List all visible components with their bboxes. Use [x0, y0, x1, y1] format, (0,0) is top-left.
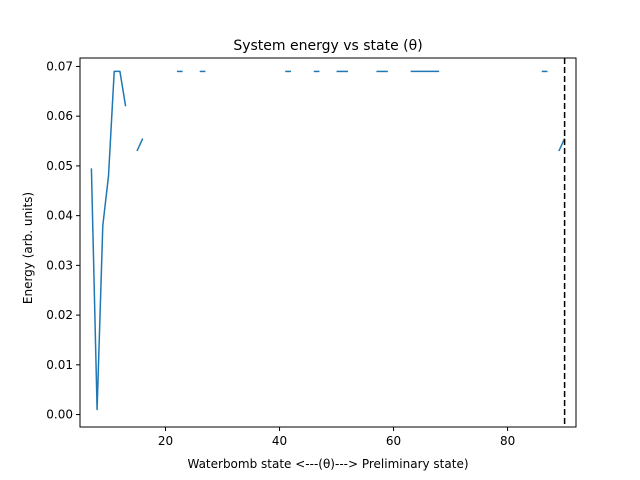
axes-spines [79, 57, 577, 428]
y-tick-label: 0.05 [46, 159, 73, 173]
y-tick-label: 0.04 [46, 209, 73, 223]
x-tick-label: 40 [272, 434, 287, 448]
y-tick-label: 0.03 [46, 258, 73, 272]
y-axis-label: Energy (arb. units) [21, 192, 35, 304]
y-tick-label: 0.00 [46, 408, 73, 422]
series-segment-1 [90, 70, 127, 411]
y-tick-label: 0.01 [46, 358, 73, 372]
x-tick-label: 60 [386, 434, 401, 448]
y-ticks: 0.00 0.01 0.02 0.03 0.04 0.05 0.06 0.07 [46, 59, 80, 422]
y-tick-label: 0.02 [46, 308, 73, 322]
axes-frame [79, 57, 577, 428]
x-tick-label: 80 [500, 434, 515, 448]
y-tick-label: 0.06 [46, 109, 73, 123]
series-segment-11 [558, 138, 566, 152]
x-axis-label: Waterbomb state <---(θ)---> Preliminary … [187, 457, 468, 471]
chart-title: System energy vs state (θ) [233, 38, 422, 54]
x-tick-label: 20 [158, 434, 173, 448]
y-tick-label: 0.07 [46, 59, 73, 73]
x-ticks: 20 40 60 80 [158, 427, 515, 448]
series-layer [90, 70, 566, 411]
series-segment-2 [136, 138, 144, 152]
